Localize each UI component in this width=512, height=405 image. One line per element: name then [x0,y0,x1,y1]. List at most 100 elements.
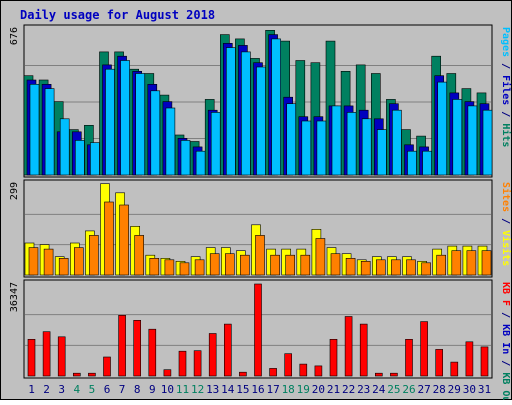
bar-kb-f-day-18 [284,353,293,377]
panel-max-label: 676 [9,27,20,45]
bar-kb-f-day-24 [374,372,383,377]
x-tick-label: 5 [89,383,96,396]
series-kb-f [27,283,489,377]
bar-kb-f-day-21 [329,338,338,377]
x-tick-label: 31 [478,383,491,396]
bar-pages-day-15 [241,51,251,176]
panel-series-legend: Pages / Files / Hits [500,27,512,147]
series-pages [29,38,493,176]
x-tick-label: 29 [448,383,461,396]
bar-sites-day-21 [330,253,341,276]
bar-pages-day-23 [361,118,372,176]
bar-pages-day-26 [407,150,417,176]
bar-kb-f-day-3 [57,336,66,377]
bar-kb-f-day-22 [344,316,353,377]
x-tick-label: 6 [104,383,111,396]
bar-sites-day-2 [43,248,54,276]
bar-sites-day-3 [58,257,69,276]
legend-label: / [500,354,511,366]
bar-pages-day-24 [376,129,387,176]
legend-label: Visits [500,224,512,266]
x-tick-label: 4 [73,383,80,396]
bar-pages-day-4 [75,140,85,176]
bar-kb-f-day-12 [193,350,202,377]
bar-sites-day-6 [104,201,114,276]
legend-label: Sites [500,182,512,212]
bar-kb-f-day-30 [465,341,474,377]
legend-label: / [500,306,511,318]
bar-sites-day-9 [149,257,160,276]
x-axis-tick-labels: 1 2 3 4 5 6 7 8 9 10 11 12 13 14 15 16 17 18 19 20 21 22 23 24 2… [28,383,491,396]
bar-sites-day-29 [451,250,462,276]
bar-kb-f-day-7 [118,314,126,377]
x-tick-label: 28 [433,383,446,396]
bar-sites-day-10 [164,259,175,276]
x-tick-label: 30 [463,383,476,396]
bar-sites-day-23 [360,260,371,276]
bar-kb-f-day-15 [239,371,247,377]
x-tick-label: 21 [327,383,340,396]
x-tick-label: 2 [43,383,50,396]
bar-sites-day-4 [74,247,84,276]
bar-kb-f-day-16 [254,283,262,377]
bar-sites-day-26 [406,259,416,276]
bar-sites-day-24 [375,259,386,276]
panel-series-legend: Sites / Visits [500,182,512,266]
bar-kb-f-day-6 [103,356,111,377]
bar-sites-day-31 [481,250,492,276]
bar-sites-day-17 [270,254,280,276]
legend-label: Pages [500,27,511,57]
bar-kb-f-day-14 [224,323,232,377]
bar-pages-day-2 [44,88,55,176]
bar-sites-day-1 [28,247,39,276]
bar-pages-day-25 [392,109,402,176]
bar-kb-f-day-26 [405,338,413,377]
bar-pages-day-27 [422,150,432,176]
bar-kb-f-day-27 [420,321,428,377]
bar-kb-f-day-10 [163,369,172,377]
x-tick-label: 24 [372,383,386,396]
x-tick-label: 17 [266,383,279,396]
bar-pages-day-30 [467,105,478,176]
bar-sites-day-27 [421,262,431,276]
bar-kb-f-day-2 [42,331,51,377]
bar-pages-day-20 [316,120,327,176]
x-tick-label: 15 [236,383,249,396]
x-tick-label: 13 [206,383,219,396]
bar-kb-f-day-19 [299,363,308,377]
bar-sites-day-20 [315,238,326,276]
bar-pages-day-12 [195,150,206,176]
bar-sites-day-13 [209,253,220,276]
legend-label: / [500,105,511,117]
bar-sites-day-22 [345,257,356,276]
bar-pages-day-21 [331,105,342,176]
x-tick-label: 23 [357,383,370,396]
legend-label: KB F [500,282,511,306]
x-tick-label: 22 [342,383,355,396]
bar-kb-f-day-13 [208,333,217,377]
bar-kb-f-day-25 [390,372,398,377]
bar-pages-day-5 [90,142,100,176]
x-tick-label: 27 [417,383,430,396]
x-tick-label: 7 [119,383,126,396]
x-tick-label: 8 [134,383,141,396]
bar-kb-f-day-29 [450,361,459,377]
bar-kb-f-day-31 [480,346,489,377]
bar-pages-day-18 [286,103,297,176]
bar-sites-day-11 [179,262,190,276]
panel-series-legend: KB F / KB In / KB Out [500,282,511,400]
bar-pages-day-17 [271,38,281,176]
bar-pages-day-11 [180,140,191,176]
bar-sites-day-14 [225,253,235,276]
bar-pages-day-19 [301,120,312,176]
x-tick-label: 1 [28,383,35,396]
bar-sites-day-18 [285,254,296,276]
chart-title: Daily usage for August 2018 [20,8,215,22]
legend-label: KB In [500,318,511,354]
bar-kb-f-day-1 [27,338,36,377]
x-tick-label: 16 [251,383,264,396]
panel-max-label: 299 [9,182,20,200]
legend-label: Files [500,69,512,105]
